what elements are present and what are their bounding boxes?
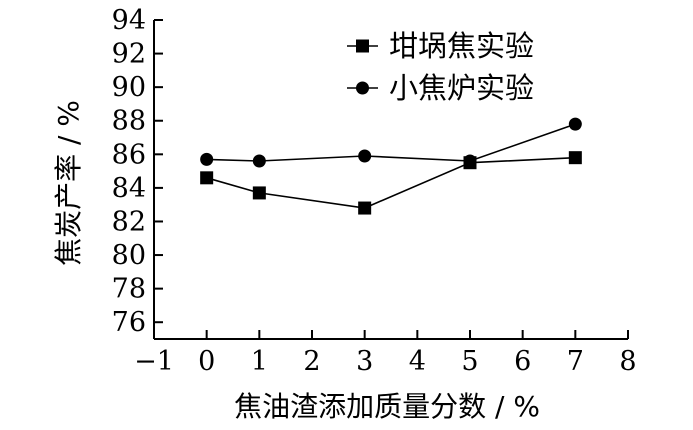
y-tick-label: 76 [112, 307, 146, 338]
y-tick-label: 86 [112, 139, 146, 170]
data-point [463, 154, 477, 168]
series-2 [200, 117, 582, 168]
y-tick-label: 88 [112, 106, 146, 137]
x-tick-label: 3 [356, 346, 373, 377]
x-tick-label: −1 [134, 346, 174, 377]
y-axis-title: 焦炭产率 / % [52, 100, 85, 266]
data-point [200, 171, 214, 185]
plot-frame [153, 20, 628, 340]
legend-marker [356, 81, 369, 95]
x-tick-label: 4 [409, 346, 426, 377]
x-tick-label: 7 [567, 346, 584, 377]
data-point [200, 152, 214, 166]
y-tick-label: 90 [112, 72, 146, 103]
legend-marker [356, 39, 369, 53]
legend-item-2: 小焦炉实验 [347, 71, 534, 105]
legend-label: 坩埚焦实验 [389, 29, 534, 63]
x-axis-ticks: −1 0 1 2 3 4 5 6 7 8 [134, 330, 637, 377]
x-tick-label: 0 [198, 346, 215, 377]
y-tick-label: 92 [112, 39, 146, 70]
data-point [358, 201, 372, 215]
data-point [252, 154, 266, 168]
data-point [568, 117, 582, 131]
x-tick-label: 8 [619, 346, 636, 377]
x-axis-title: 焦油渣添加质量分数 / % [234, 390, 540, 423]
y-tick-label: 78 [112, 274, 146, 305]
x-tick-label: 1 [251, 346, 268, 377]
x-tick-label: 2 [303, 346, 320, 377]
data-point [358, 149, 372, 163]
y-tick-label: 80 [112, 240, 146, 271]
x-tick-label: 5 [461, 346, 478, 377]
series-layer [200, 117, 582, 215]
data-point [568, 151, 582, 165]
legend-item-1: 坩埚焦实验 [347, 29, 534, 63]
x-tick-label: 6 [514, 346, 531, 377]
y-tick-label: 82 [112, 206, 146, 237]
data-point [252, 186, 266, 200]
y-tick-label: 94 [112, 5, 146, 36]
y-tick-label: 84 [112, 173, 146, 204]
legend-label: 小焦炉实验 [389, 71, 534, 105]
